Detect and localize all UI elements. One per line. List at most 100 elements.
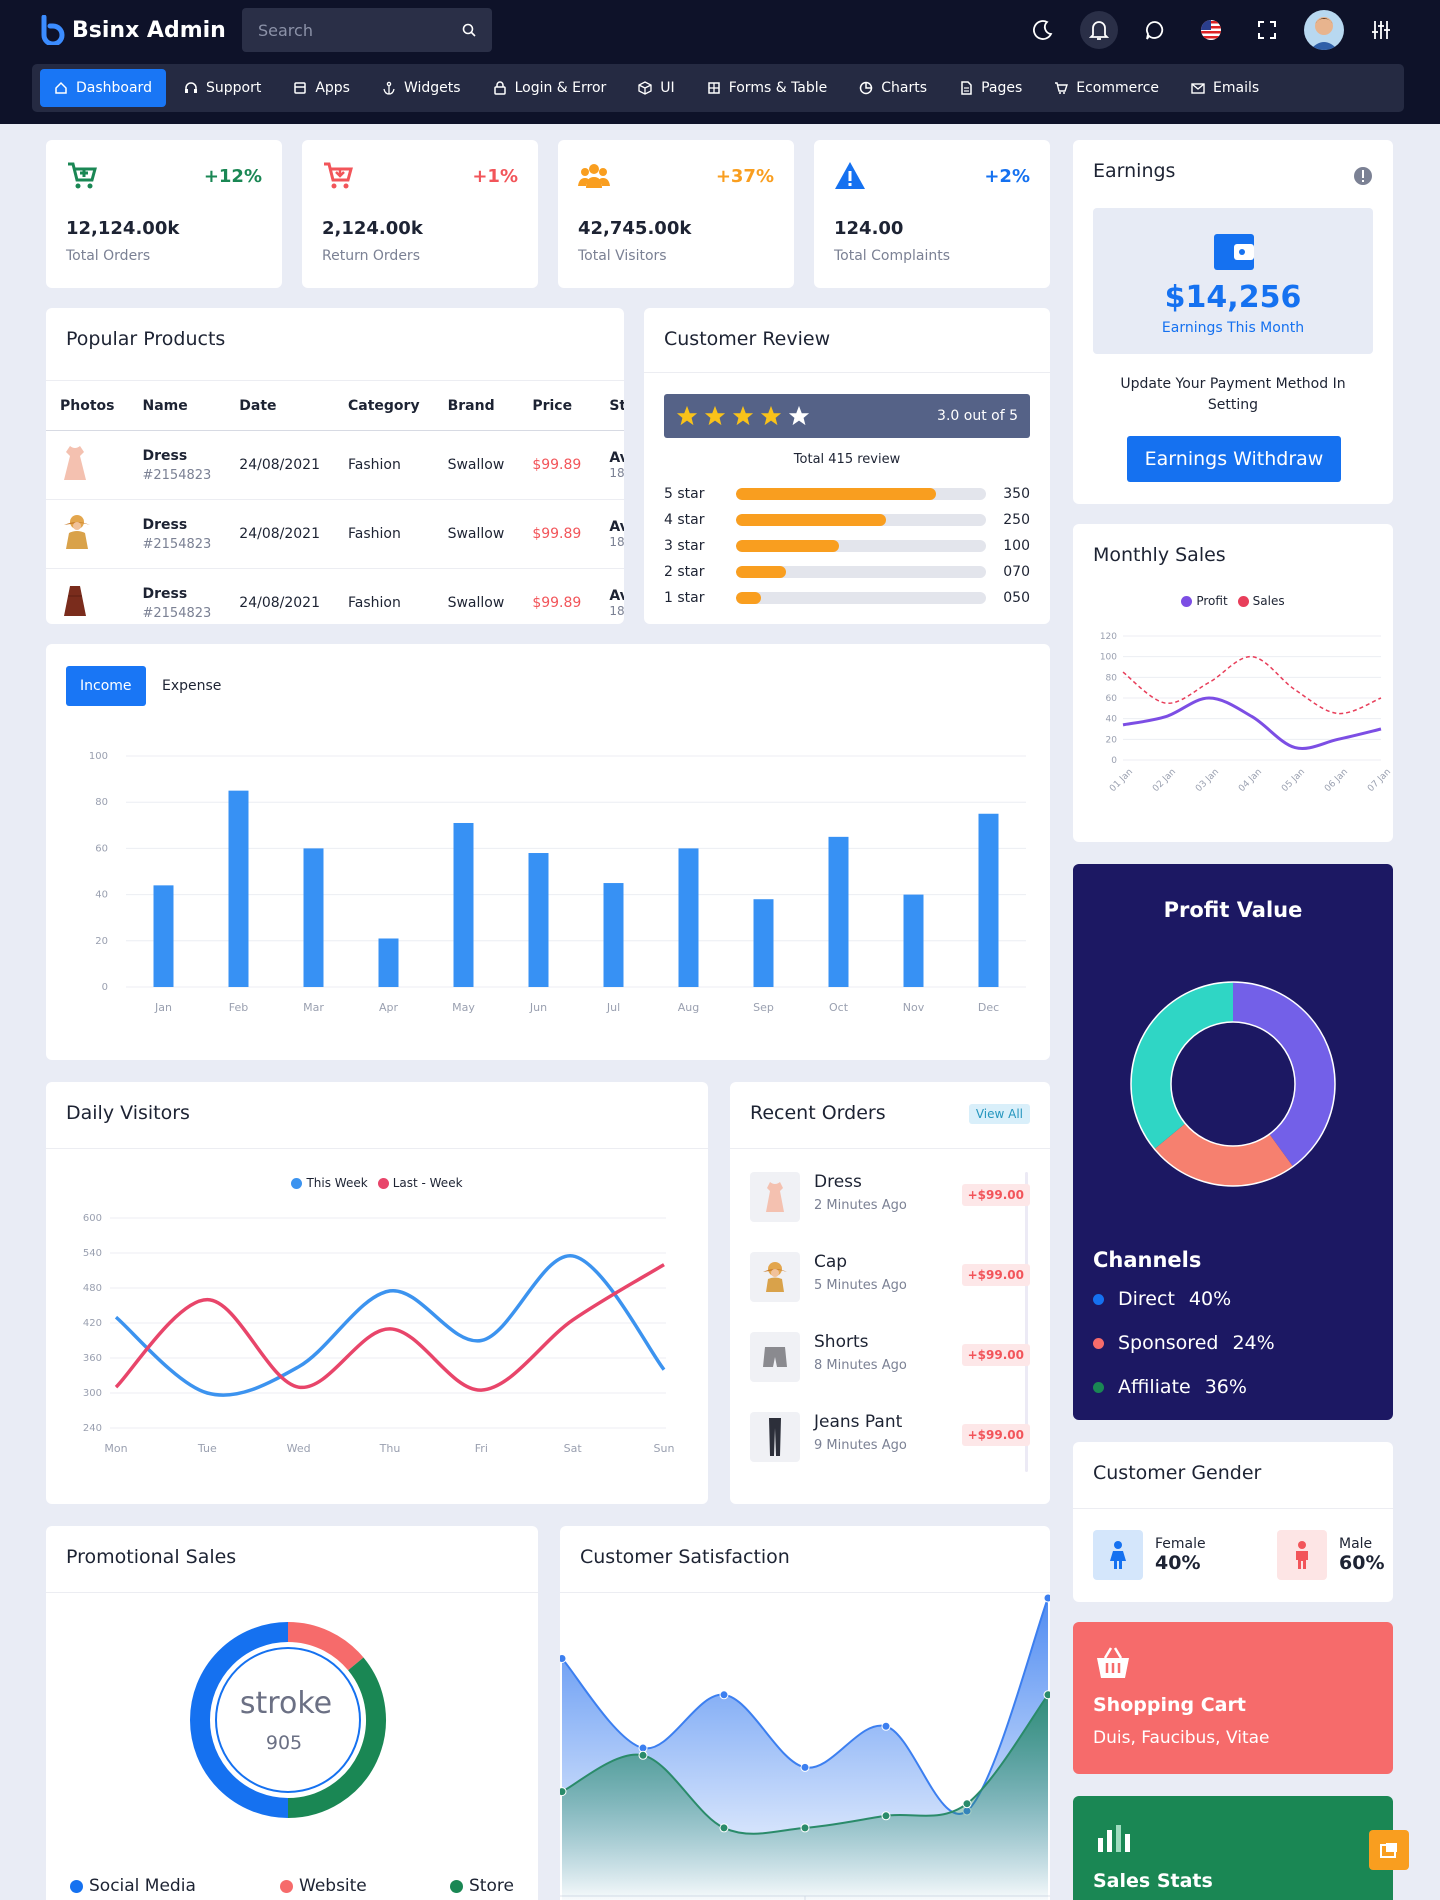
col-category[interactable]: Category [334, 380, 434, 431]
product-thumb [64, 586, 86, 616]
nav-ui[interactable]: UI [624, 69, 688, 107]
user-avatar[interactable] [1304, 10, 1344, 50]
nav-pages[interactable]: Pages [945, 69, 1036, 107]
legend-item[interactable]: Website [280, 1876, 367, 1896]
legend-item[interactable]: Last - Week [377, 1176, 463, 1190]
donut-slice [1232, 982, 1335, 1167]
nav-emails[interactable]: Emails [1177, 69, 1273, 107]
income-bar-chart: 0 20 40 60 80 100 Jan Feb Mar Apr May Jun Jul Aug Sep O… [89, 751, 1026, 1014]
y-tick-label: 540 [83, 1248, 102, 1259]
y-tick-label: 20 [95, 936, 108, 947]
search-input[interactable]: Search [258, 20, 313, 40]
data-point [560, 1654, 567, 1663]
col-brand[interactable]: Brand [433, 380, 519, 431]
view-all-button[interactable]: View All [968, 1104, 1030, 1124]
legend-item[interactable]: Store [450, 1876, 514, 1896]
card-title: Customer Review [664, 328, 831, 350]
search-icon[interactable] [462, 23, 476, 37]
cart-title: Shopping Cart [1093, 1694, 1246, 1716]
nav-login-error[interactable]: Login & Error [479, 69, 621, 107]
data-point [962, 1799, 972, 1809]
nav-forms-table[interactable]: Forms & Table [693, 69, 842, 107]
sales-stats-card[interactable]: Sales Stats [1073, 1796, 1393, 1900]
bar [828, 836, 849, 987]
card-title: Profit Value [1163, 898, 1303, 922]
chart-legend: Profit Sales [1073, 594, 1393, 608]
stat-value: 124.00 [834, 218, 904, 239]
us-flag-icon[interactable] [1192, 11, 1230, 49]
rating-label: 4 star [664, 512, 705, 528]
y-tick-label: 0 [1111, 756, 1117, 766]
y-tick-label: 0 [102, 982, 108, 993]
nav-charts[interactable]: Charts [845, 69, 941, 107]
info-icon[interactable] [1353, 166, 1373, 186]
col-photos[interactable]: Photos [46, 380, 129, 431]
app-logo[interactable]: Bsinx Admin [40, 15, 226, 45]
data-point [800, 1762, 810, 1772]
col-price[interactable]: Price [518, 380, 596, 431]
area-fill [562, 1694, 1048, 1900]
search-box[interactable]: Search [242, 8, 492, 52]
warning-icon [835, 162, 865, 189]
scrollbar[interactable] [1025, 1172, 1028, 1472]
legend-item[interactable]: Sales [1237, 594, 1285, 608]
order-item[interactable]: Dress 2 Minutes Ago +$99.00 [750, 1168, 1030, 1224]
dark-mode-icon[interactable] [1024, 11, 1062, 49]
x-tick-label: Tue [197, 1442, 217, 1455]
donut-center-label: stroke [239, 1686, 333, 1721]
donut-slice [190, 1622, 289, 1818]
x-tick-label: Oct [829, 1001, 849, 1014]
x-tick-label: Dec [978, 1001, 999, 1014]
lock-icon [493, 81, 506, 95]
legend-item[interactable]: This Week [291, 1176, 368, 1190]
y-tick-label: 240 [83, 1423, 102, 1434]
nav-dashboard[interactable]: Dashboard [40, 69, 166, 107]
col-name[interactable]: Name [128, 380, 226, 431]
stat-change: +1% [472, 166, 518, 187]
shopping-cart-card[interactable]: Shopping Cart Duis, Faucibus, Vitae [1073, 1622, 1393, 1774]
star-icon [704, 405, 726, 426]
review-total: Total 415 review [793, 452, 901, 467]
nav-apps[interactable]: Apps [279, 69, 364, 107]
legend-item[interactable]: Social Media [70, 1876, 196, 1896]
table-row[interactable]: Dress #2154823 24/08/2021 Fashion Swallow… [46, 499, 624, 569]
stat-change: +2% [984, 166, 1030, 187]
x-tick-label: 05 Jan [1280, 767, 1307, 794]
channel-affiliate: Affiliate 36% [1093, 1376, 1247, 1398]
nav-ecommerce[interactable]: Ecommerce [1040, 69, 1173, 107]
order-item[interactable]: Jeans Pant 9 Minutes Ago +$99.00 [750, 1408, 1030, 1464]
nav-widgets[interactable]: Widgets [368, 69, 475, 107]
cart-subtitle: Duis, Faucibus, Vitae [1093, 1728, 1270, 1748]
donut-slice [287, 1622, 364, 1671]
cart-plus-icon [68, 162, 97, 189]
x-tick-label: 04 Jan [1237, 767, 1264, 794]
settings-sliders-icon[interactable] [1362, 11, 1400, 49]
x-tick-label: Apr [379, 1001, 399, 1014]
rating-bar [736, 540, 986, 552]
recent-orders-card: Recent Orders View All Dress 2 Minutes A… [730, 1082, 1050, 1504]
col-status[interactable]: Status [595, 380, 624, 431]
table-row[interactable]: Dress #2154823 24/08/2021 Fashion Swallow… [46, 430, 624, 500]
tab-expense[interactable]: Expense [162, 678, 222, 694]
notification-bell-icon[interactable] [1080, 11, 1118, 49]
tab-income[interactable]: Income [66, 666, 146, 706]
bar [603, 883, 624, 987]
legend-item[interactable]: Profit [1181, 594, 1228, 608]
col-date[interactable]: Date [225, 380, 334, 431]
order-item[interactable]: Shorts 8 Minutes Ago +$99.00 [750, 1328, 1030, 1384]
earnings-withdraw-button[interactable]: Earnings Withdraw [1127, 436, 1341, 482]
nav-support[interactable]: Support [170, 69, 275, 107]
rating-bar [736, 488, 986, 500]
fullscreen-icon[interactable] [1248, 11, 1286, 49]
earnings-summary: $14,256 Earnings This Month [1093, 208, 1373, 354]
bar [228, 790, 249, 987]
table-row[interactable]: Dress #2154823 24/08/2021 Fashion Swallow… [46, 568, 624, 624]
y-tick-label: 20 [1106, 735, 1118, 745]
floating-action-button[interactable] [1369, 1830, 1409, 1870]
bar [903, 894, 924, 987]
cart-return-icon [324, 162, 353, 189]
chat-icon[interactable] [1136, 11, 1174, 49]
rating-row: 4 star 250 [664, 512, 1030, 528]
monthly-sales-chart: 0 20 40 60 80 100 120 01 Jan 02 Jan 03 Jan 04 Jan 0… [1100, 632, 1393, 794]
order-item[interactable]: Cap 5 Minutes Ago +$99.00 [750, 1248, 1030, 1304]
